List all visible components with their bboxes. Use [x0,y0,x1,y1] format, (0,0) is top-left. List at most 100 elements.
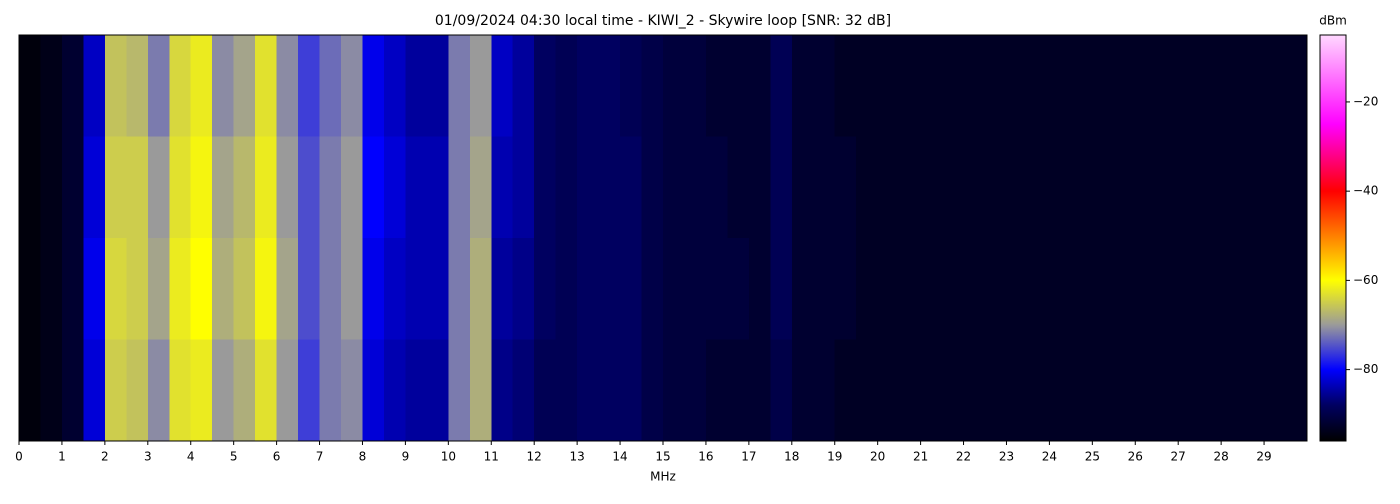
heat-cell [126,35,149,137]
heat-cell [813,35,836,137]
heat-cell [899,238,922,340]
heat-cell [791,339,814,442]
heat-cell [856,339,879,442]
heat-cell [1199,136,1222,239]
heat-cell [1264,339,1287,442]
heat-cell [1242,35,1265,137]
x-tick-label: 0 [15,450,23,464]
heat-cell [705,339,728,442]
heat-cell [190,238,213,340]
heat-cell [1221,136,1244,239]
heat-cell [19,136,41,239]
heat-cell [748,35,771,137]
heat-cell [233,339,256,442]
heat-cell [104,35,127,137]
heat-cell [920,136,943,239]
heat-cell [920,339,943,442]
x-tick-label: 4 [187,450,195,464]
heat-cell [319,339,342,442]
x-tick-label: 13 [569,450,584,464]
heat-cell [598,136,621,239]
heat-cell [1070,136,1093,239]
heat-cell [362,238,385,340]
heat-cell [61,35,84,137]
heat-cell [469,238,492,340]
heat-cell [469,339,492,442]
heat-cell [856,136,879,239]
heat-cell [705,136,728,239]
heat-cell [362,339,385,442]
heat-cell [319,35,342,137]
heat-cell [534,339,557,442]
heat-cell [748,339,771,442]
x-tick-label: 15 [655,450,670,464]
heat-cell [963,35,986,137]
heat-cell [620,339,643,442]
heat-cell [834,136,857,239]
heat-cell [813,238,836,340]
heat-cell [469,136,492,239]
heat-cell [1092,136,1115,239]
heat-cell [1113,136,1136,239]
x-tick-label: 24 [1042,450,1057,464]
heat-cell [448,339,471,442]
heat-cell [491,35,514,137]
heat-cell [1135,238,1158,340]
heat-cell [147,339,170,442]
heat-cell [212,136,235,239]
heat-cell [147,35,170,137]
heat-cell [963,136,986,239]
x-tick-label: 17 [741,450,756,464]
heat-cell [255,339,278,442]
heat-cell [963,238,986,340]
heat-cell [512,238,535,340]
heat-cell [620,238,643,340]
heat-cell [1221,35,1244,137]
heat-cell [276,136,299,239]
x-tick-label: 22 [956,450,971,464]
heat-cell [448,238,471,340]
x-tick-label: 11 [484,450,499,464]
heat-cell [405,339,428,442]
heat-cell [491,136,514,239]
x-tick-label: 20 [870,450,885,464]
heat-cell [985,339,1007,442]
chart-title: 01/09/2024 04:30 local time - KIWI_2 - S… [435,13,891,29]
heat-cell [1221,339,1244,442]
heat-cell [813,339,836,442]
heat-cell [169,136,192,239]
heat-cell [1113,238,1136,340]
x-tick-label: 14 [612,450,627,464]
heat-cell [899,136,922,239]
heat-cell [577,238,600,340]
heat-cell [1199,35,1222,137]
heat-cell [426,35,449,137]
heat-cell [877,35,900,137]
heat-cell [512,35,535,137]
heat-cell [834,238,857,340]
heat-cell [1178,35,1201,137]
heat-cell [791,238,814,340]
heat-cell [469,35,492,137]
heat-cell [963,339,986,442]
heat-cell [813,136,836,239]
heat-cell [641,136,664,239]
heat-cell [555,136,578,239]
heat-cell [1006,136,1029,239]
heat-cell [448,35,471,137]
heat-cell [920,35,943,137]
heat-cell [663,136,685,239]
heat-cell [748,238,771,340]
heat-cell [298,136,321,239]
x-tick-label: 29 [1256,450,1271,464]
heat-cell [298,35,321,137]
heat-cell [147,238,170,340]
heat-cell [1264,238,1287,340]
heat-cell [598,238,621,340]
heat-cell [126,339,149,442]
heat-cell [83,339,106,442]
heat-cell [985,238,1007,340]
heat-cell [1178,339,1201,442]
heat-cell [770,339,793,442]
